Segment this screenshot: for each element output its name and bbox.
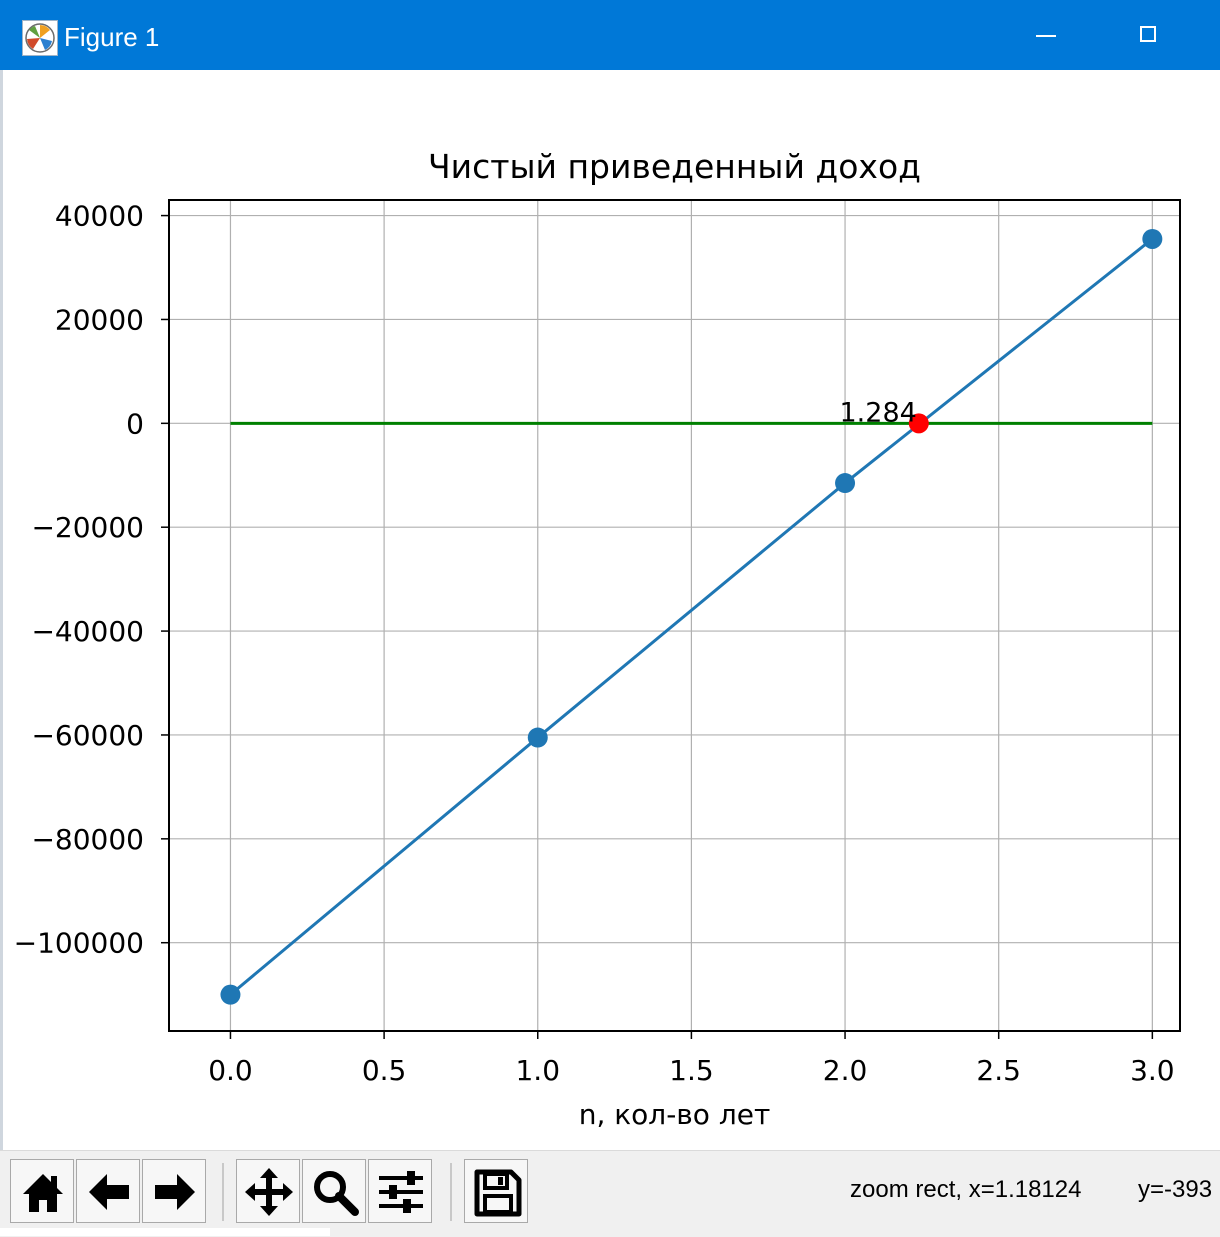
save-icon	[474, 1169, 522, 1217]
zoom-icon	[314, 1171, 359, 1216]
forward-button[interactable]	[142, 1159, 206, 1223]
x-tick-label: 1.5	[669, 1054, 714, 1087]
status-readout: zoom rect, x=1.18124	[850, 1176, 1082, 1203]
y-tick-label: −80000	[31, 823, 144, 856]
data-point	[527, 727, 548, 748]
plot-area	[169, 200, 1180, 1031]
zoom-button[interactable]	[302, 1159, 366, 1223]
minimize-button[interactable]	[1010, 0, 1080, 70]
minimize-icon	[1036, 35, 1056, 37]
save-button[interactable]	[464, 1159, 528, 1223]
maximize-button[interactable]	[1114, 0, 1184, 70]
arrow-left-icon	[89, 1174, 129, 1210]
sliders-icon	[379, 1171, 423, 1213]
back-button[interactable]	[76, 1159, 140, 1223]
x-tick-label: 0.0	[208, 1054, 253, 1087]
window-bottom-strip	[0, 1228, 330, 1236]
home-button[interactable]	[10, 1159, 74, 1223]
y-tick-label: −100000	[14, 927, 144, 960]
chart-svg: 1.284 0.0 0.5 1.0 1.5 2.0 2.5 3.0 40000 20000 0 −20…	[14, 147, 1181, 1131]
x-axis-label: n, кол-во лет	[579, 1098, 771, 1131]
x-tick-label: 0.5	[362, 1054, 407, 1087]
window-title: Figure 1	[64, 22, 160, 52]
toolbar-separator	[222, 1163, 224, 1221]
navigation-toolbar	[0, 1150, 1220, 1237]
y-tick-label: 0	[126, 407, 144, 440]
axes-frame	[168, 199, 1181, 1032]
chart-title: Чистый приведенный доход	[428, 147, 921, 186]
home-icon	[23, 1174, 63, 1212]
x-tick-label: 1.0	[515, 1054, 560, 1087]
x-tick-label: 3.0	[1130, 1054, 1175, 1087]
figure-canvas[interactable]: 1.284 0.0 0.5 1.0 1.5 2.0 2.5 3.0 40000 20000 0 −20…	[0, 70, 1220, 1150]
y-tick-label: 20000	[55, 303, 144, 336]
matplotlib-logo-icon	[22, 20, 58, 56]
data-point	[1142, 228, 1163, 249]
y-tick-label: −20000	[31, 511, 144, 544]
window-edge	[0, 70, 3, 1236]
maximize-icon	[1140, 26, 1156, 42]
pan-button[interactable]	[236, 1159, 300, 1223]
toolbar-separator	[450, 1163, 452, 1221]
y-tick-label: −60000	[31, 719, 144, 752]
y-tick-label: −40000	[31, 615, 144, 648]
annotation-label: 1.284	[840, 397, 917, 428]
data-point	[835, 473, 856, 494]
intersection-point	[908, 413, 929, 434]
arrow-right-icon	[155, 1174, 195, 1210]
y-tick-label: 40000	[55, 200, 144, 233]
title-bar[interactable]: Figure 1	[0, 0, 1220, 70]
data-point	[220, 984, 241, 1005]
configure-subplots-button[interactable]	[368, 1159, 432, 1223]
x-tick-label: 2.5	[976, 1054, 1021, 1087]
status-readout-y: y=-393	[1138, 1176, 1213, 1203]
x-tick-label: 2.0	[823, 1054, 868, 1087]
move-icon	[245, 1168, 293, 1216]
series-line	[229, 237, 1154, 996]
